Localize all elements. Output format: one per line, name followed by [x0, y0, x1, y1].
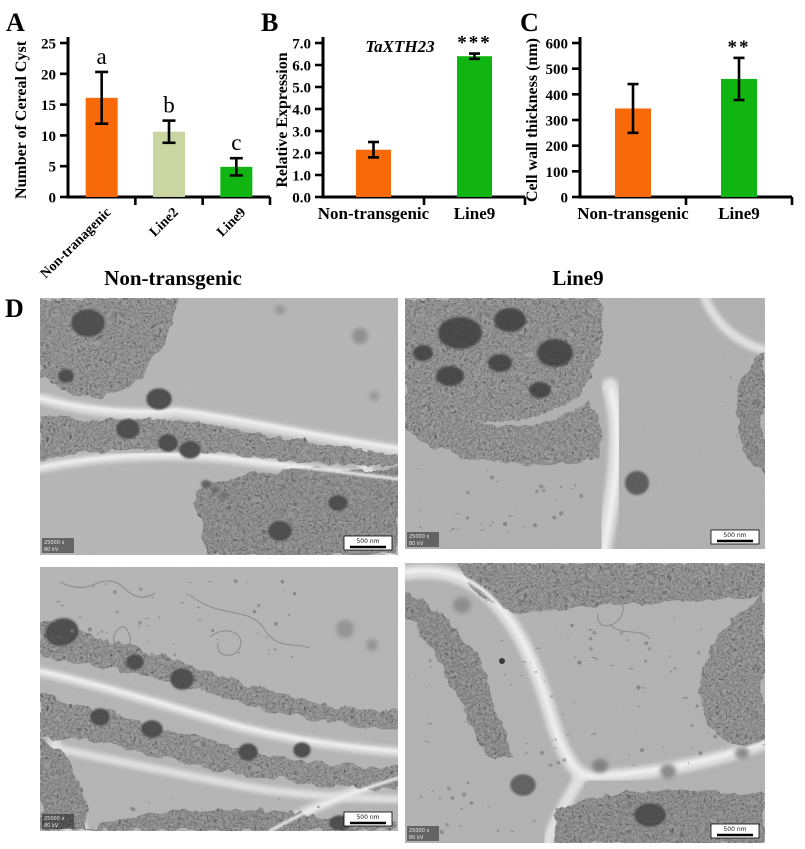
column-header-non-transgenic: Non-transgenic: [104, 266, 242, 290]
y-tick-label: 200: [546, 139, 569, 155]
chart-relative-expression: 0.0 1.0 2.0 3.0 4.0 5.0 6.0 7.0 Non-transgenic **…: [274, 33, 527, 223]
y-tick-label: 1.0: [292, 169, 311, 185]
significance-label: c: [231, 130, 241, 155]
scale-bar-label: 500 nm: [356, 814, 379, 821]
scale-bar: 500 nm: [710, 529, 760, 545]
significance-label: a: [97, 44, 107, 69]
film-grain: [40, 298, 398, 555]
significance-label: **: [728, 37, 751, 58]
y-tick-label: 0.0: [292, 191, 311, 207]
info-box: [407, 826, 439, 841]
voltage-label: 80 kV: [409, 835, 424, 841]
chart-cell-wall-thickness: 0 100 200 300 400 500 600 Non-transgenic ** Line9…: [524, 37, 794, 223]
magnification-label: 25000 x: [44, 540, 64, 546]
x-category-label: Non-transgenic: [577, 204, 689, 223]
magnification-label: 25000 x: [409, 828, 429, 834]
tem-micrograph-line9-1: 25000 x 80 kV 500 nm: [405, 298, 765, 549]
y-axis-label: Number of Cereal Cyst: [13, 40, 30, 199]
y-tick-label: 0: [561, 191, 569, 207]
y-tick-label: 5: [49, 160, 57, 176]
x-category-label: Non-tranagenic: [38, 205, 115, 282]
scale-bar-label: 500 nm: [723, 826, 746, 833]
x-category-label: Line9: [718, 204, 760, 223]
y-tick-label: 15: [41, 98, 56, 114]
y-tick-label: 10: [41, 129, 56, 145]
voltage-label: 80 kV: [44, 823, 59, 829]
y-tick-label: 3.0: [292, 125, 311, 141]
x-category-label: Line9: [214, 205, 249, 240]
y-tick-label: 25: [41, 37, 56, 53]
info-box: [42, 814, 74, 829]
y-tick-label: 100: [546, 165, 569, 181]
magnification-label: 25000 x: [44, 816, 64, 822]
y-tick-label: 6.0: [292, 59, 311, 75]
y-tick-label: 500: [546, 62, 569, 78]
info-box: [407, 532, 439, 547]
scale-bar: 500 nm: [343, 535, 393, 551]
panel-label-b: B: [261, 8, 279, 37]
y-tick-label: 20: [41, 67, 56, 83]
tem-micrograph-line9-2: 25000 x 80 kV 500 nm: [405, 563, 765, 843]
y-tick-label: 300: [546, 114, 569, 130]
scale-bar: 500 nm: [343, 811, 393, 827]
magnification-label: 25000 x: [409, 534, 429, 540]
gene-label: TaXTH23: [365, 37, 435, 56]
y-tick-label: 7.0: [292, 37, 311, 53]
panel-label-a: A: [6, 8, 25, 37]
y-tick-label: 600: [546, 37, 569, 53]
y-tick-label: 4.0: [292, 103, 311, 119]
voltage-label: 80 kV: [409, 541, 424, 547]
x-category-label: Non-transgenic: [318, 204, 430, 223]
panel-label-d: D: [5, 294, 24, 323]
x-category-label: Line2: [147, 205, 182, 240]
x-category-label: Line9: [454, 204, 496, 223]
significance-label: ***: [457, 33, 492, 54]
y-tick-label: 400: [546, 88, 569, 104]
chart-cereal-cyst-count: 0 5 10 15 20 25 a Non-tranagenic b Line2 c Line9 Num…: [13, 37, 272, 282]
column-header-line9: Line9: [552, 266, 604, 290]
y-tick-label: 2.0: [292, 147, 311, 163]
y-tick-label: 0: [49, 191, 57, 207]
bar-line9: [457, 56, 492, 198]
tem-micrograph-non-transgenic-2: 25000 x 80 kV 500 nm: [40, 567, 398, 831]
info-box: [42, 538, 74, 553]
y-axis-label: Cell wall thickness (nm): [524, 38, 541, 202]
significance-label: b: [163, 93, 175, 118]
film-grain: [405, 298, 765, 549]
scale-bar: 500 nm: [710, 823, 760, 839]
y-axis-label: Relative Expression: [274, 52, 291, 187]
y-tick-label: 5.0: [292, 81, 311, 97]
tem-micrograph-non-transgenic-1: 25000 x 80 kV 500 nm: [40, 298, 398, 555]
scale-bar-label: 500 nm: [356, 538, 379, 545]
scale-bar-label: 500 nm: [723, 532, 746, 539]
voltage-label: 80 kV: [44, 547, 59, 553]
panel-label-c: C: [520, 8, 539, 37]
film-grain: [40, 567, 398, 831]
film-grain: [405, 563, 765, 843]
